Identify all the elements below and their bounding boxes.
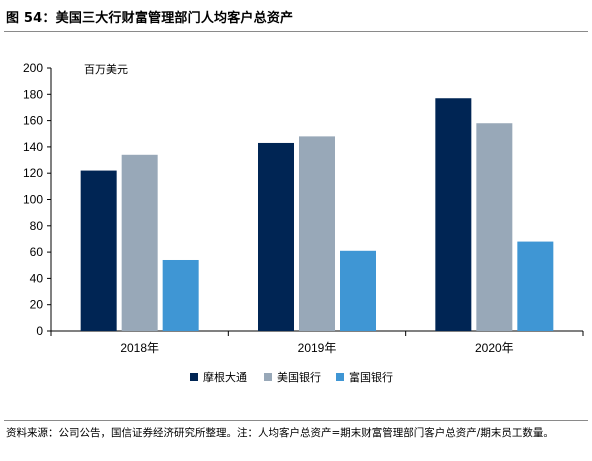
bar xyxy=(258,142,294,331)
y-tick-label: 140 xyxy=(23,140,43,154)
y-axis-unit-label: 百万美元 xyxy=(84,63,128,76)
y-tick-label: 20 xyxy=(30,298,44,312)
legend-swatch xyxy=(336,373,344,381)
legend: 摩根大通 美国银行 富国银行 xyxy=(190,370,393,384)
y-tick-label: 0 xyxy=(36,324,43,338)
legend-swatch xyxy=(190,373,198,381)
x-axis: 2018年 2019年 2020年 xyxy=(50,330,584,355)
legend-label: 富国银行 xyxy=(349,370,393,384)
bars xyxy=(80,98,554,332)
legend-swatch xyxy=(264,373,272,381)
y-tick-label: 100 xyxy=(23,193,43,207)
bar xyxy=(299,136,335,331)
y-axis: 0 20 40 60 80 100 120 140 160 180 200 xyxy=(23,61,52,338)
bar xyxy=(517,241,554,331)
bar xyxy=(476,123,513,331)
y-tick-label: 60 xyxy=(30,245,44,259)
x-tick-label: 2020年 xyxy=(475,341,514,355)
x-tick-label: 2018年 xyxy=(120,341,159,355)
bottom-rule xyxy=(4,420,588,421)
x-tick-label: 2019年 xyxy=(298,341,337,355)
y-tick-label: 80 xyxy=(30,219,44,233)
y-tick-label: 160 xyxy=(23,114,43,128)
y-tick-label: 40 xyxy=(30,271,44,285)
bar xyxy=(121,154,158,331)
top-rule xyxy=(4,31,588,32)
bar xyxy=(435,98,472,332)
bar xyxy=(340,250,376,331)
y-tick-label: 180 xyxy=(23,87,43,101)
source-note: 资料来源：公司公告，国信证券经济研究所整理。注：人均客户总资产=期末财富管理部门… xyxy=(6,427,554,439)
figure-title: 图 54：美国三大行财富管理部门人均客户总资产 xyxy=(6,11,294,26)
bar xyxy=(162,259,199,331)
legend-label: 美国银行 xyxy=(277,370,321,384)
bar xyxy=(80,170,117,331)
y-tick-label: 200 xyxy=(23,61,43,75)
y-tick-label: 120 xyxy=(23,166,43,180)
legend-label: 摩根大通 xyxy=(203,370,247,384)
